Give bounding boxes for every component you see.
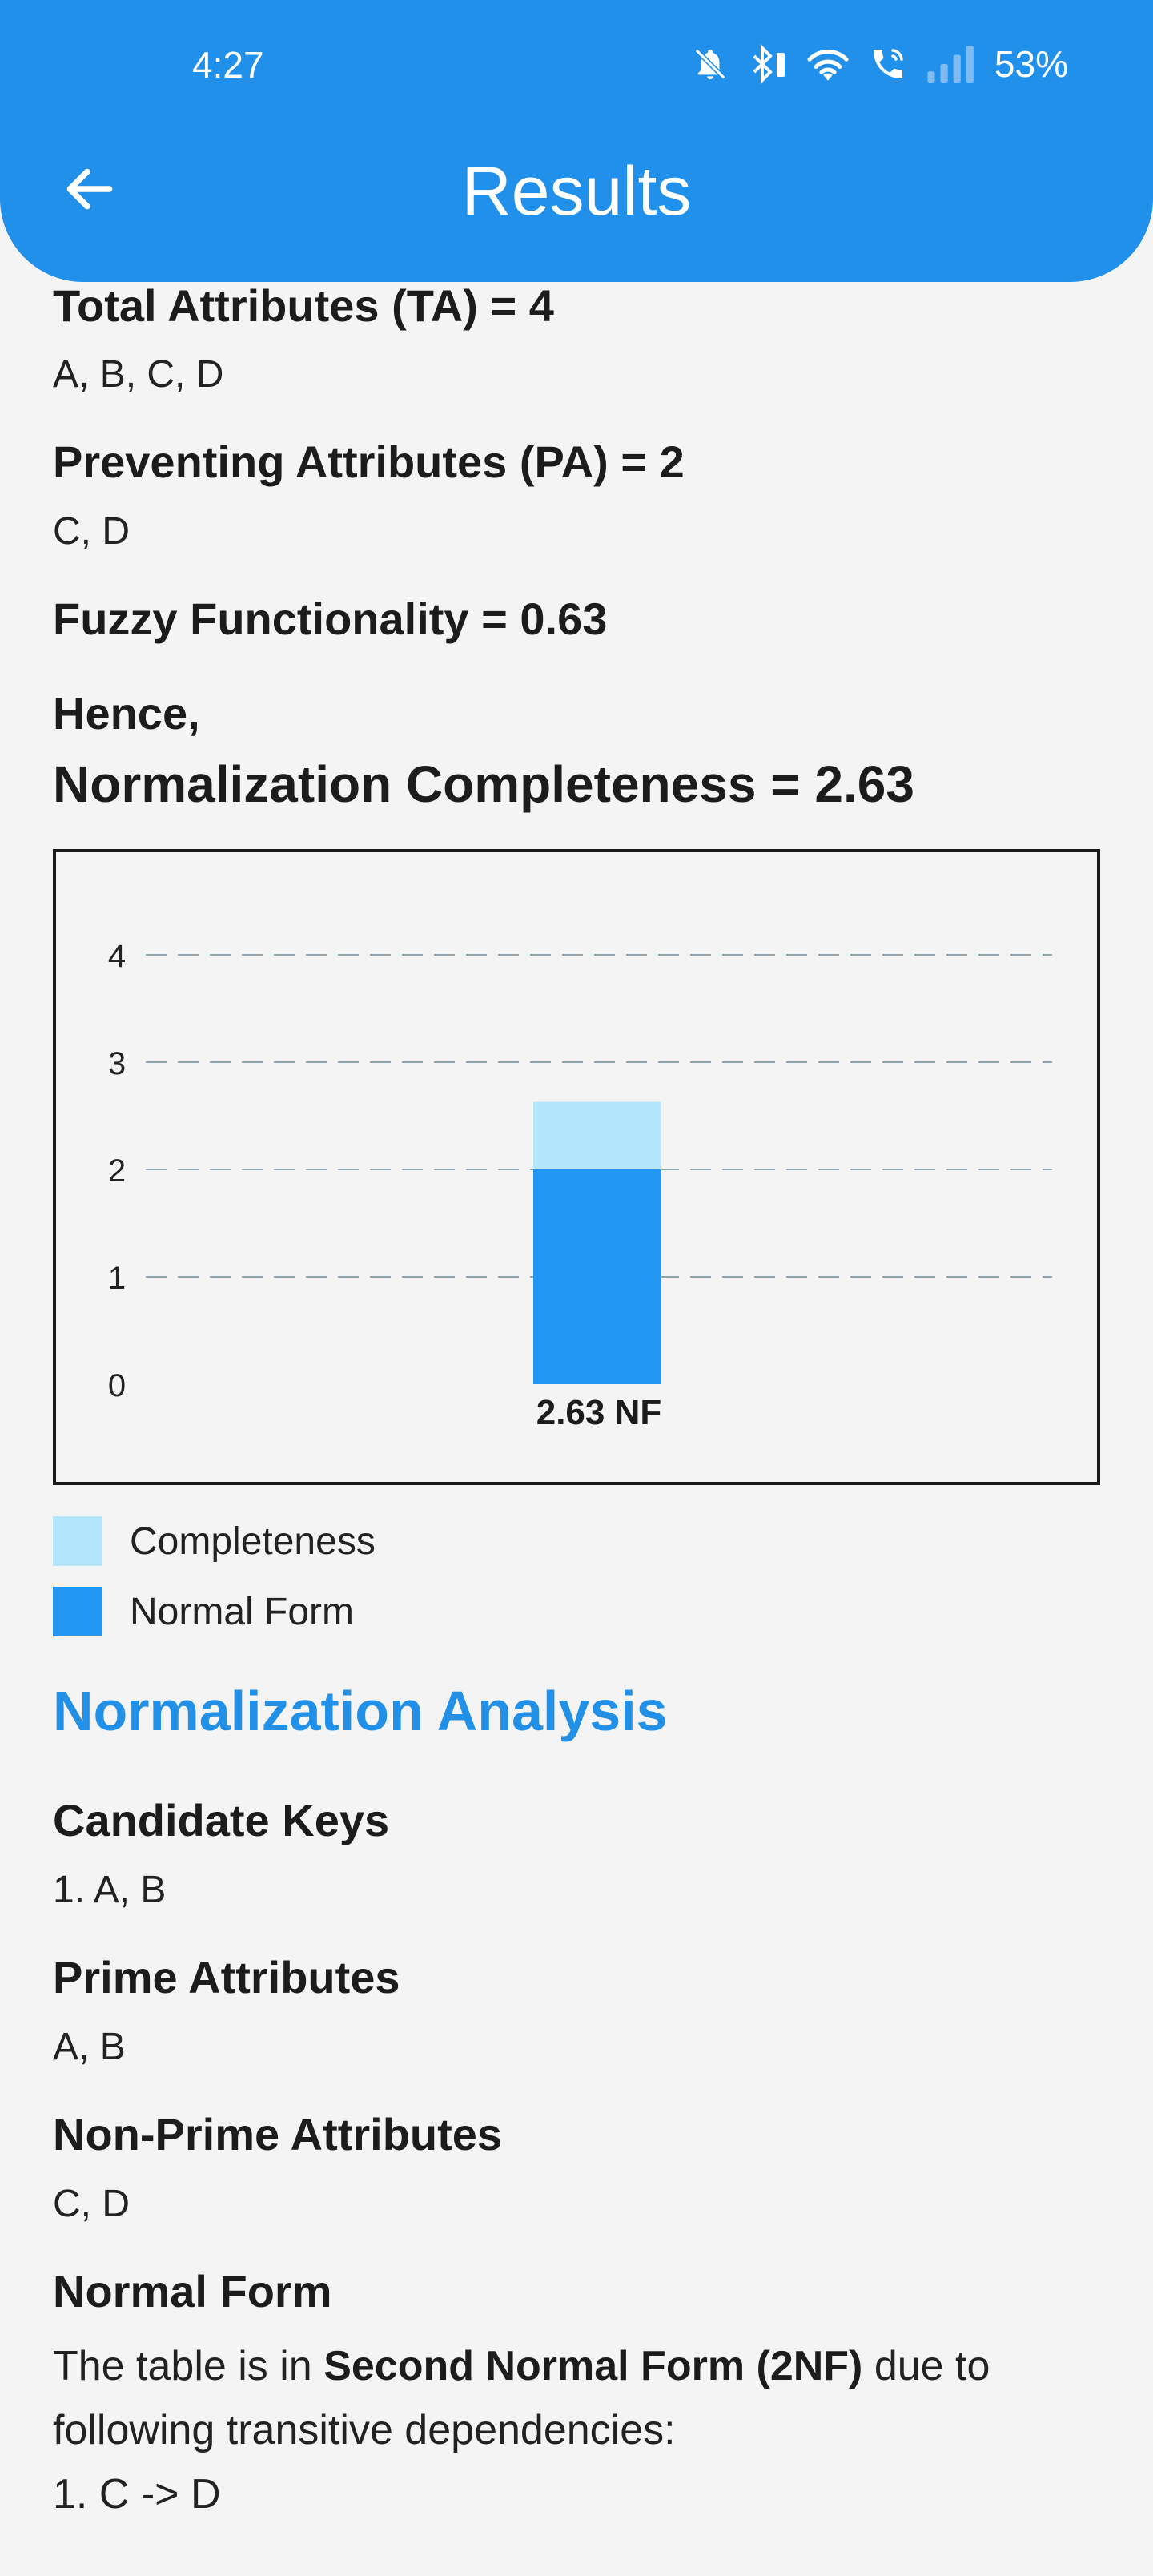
normal-form-description: The table is in Second Normal Form (2NF)… bbox=[53, 2334, 1110, 2462]
non-prime-attributes-value: C, D bbox=[53, 2183, 130, 2225]
chart-legend: Completeness Normal Form bbox=[53, 1515, 376, 1656]
page-title: Results bbox=[461, 153, 692, 230]
chart-svg: 0 1 2 3 4 2.63 NF bbox=[108, 939, 1052, 1432]
completeness-chart: 0 1 2 3 4 2.63 NF bbox=[53, 849, 1100, 1485]
y-tick-label-2: 2 bbox=[108, 1153, 126, 1189]
analysis-section-title: Normalization Analysis bbox=[53, 1680, 668, 1742]
preventing-attributes-heading: Preventing Attributes (PA) = 2 bbox=[53, 437, 685, 487]
legend-item-normal-form: Normal Form bbox=[53, 1586, 376, 1637]
total-attributes-value: A, B, C, D bbox=[53, 353, 224, 396]
status-icons: 53% bbox=[692, 40, 1068, 88]
arrow-left-icon bbox=[60, 159, 119, 223]
y-tick-label-3: 3 bbox=[108, 1046, 126, 1081]
back-button[interactable] bbox=[56, 157, 123, 224]
bar-normal-form bbox=[533, 1169, 661, 1384]
preventing-attributes-value: C, D bbox=[53, 510, 130, 553]
status-time: 4:27 bbox=[192, 44, 264, 86]
category-label-0: 2.63 NF bbox=[536, 1393, 662, 1432]
signal-icon bbox=[926, 46, 974, 83]
normalization-completeness: Normalization Completeness = 2.63 bbox=[53, 755, 914, 813]
legend-swatch-completeness bbox=[53, 1516, 102, 1566]
y-tick-label-0: 0 bbox=[108, 1368, 126, 1403]
legend-item-completeness: Completeness bbox=[53, 1515, 376, 1567]
wifi-calling-icon bbox=[868, 45, 908, 83]
legend-label-completeness: Completeness bbox=[130, 1519, 376, 1563]
candidate-keys-heading: Candidate Keys bbox=[53, 1795, 390, 1845]
normal-form-text-before: The table is in bbox=[53, 2343, 324, 2389]
bluetooth-icon bbox=[746, 44, 788, 84]
legend-label-normal-form: Normal Form bbox=[130, 1590, 355, 1633]
hence-label: Hence, bbox=[53, 688, 200, 739]
candidate-keys-value: 1. A, B bbox=[53, 1869, 167, 1911]
prime-attributes-value: A, B bbox=[53, 2026, 126, 2068]
total-attributes-heading: Total Attributes (TA) = 4 bbox=[53, 280, 554, 331]
bell-muted-icon bbox=[692, 46, 729, 83]
prime-attributes-heading: Prime Attributes bbox=[53, 1952, 400, 2002]
status-bar: 4:27 53% bbox=[0, 0, 1153, 136]
fuzzy-functionality-heading: Fuzzy Functionality = 0.63 bbox=[53, 594, 608, 644]
normal-form-heading: Normal Form bbox=[53, 2266, 332, 2316]
wifi-icon bbox=[805, 46, 850, 83]
y-tick-label-4: 4 bbox=[108, 939, 126, 974]
transitive-dependency-item: 1. C -> D bbox=[53, 2471, 221, 2518]
normal-form-text-after: due to following transitive dependencies… bbox=[53, 2343, 990, 2453]
y-tick-label-1: 1 bbox=[108, 1261, 126, 1296]
app-bar: 4:27 53% Results bbox=[0, 0, 1153, 282]
legend-swatch-normal-form bbox=[53, 1587, 102, 1636]
bar-completeness bbox=[533, 1101, 661, 1169]
battery-percent: 53% bbox=[994, 43, 1068, 85]
normal-form-name: Second Normal Form (2NF) bbox=[323, 2343, 863, 2389]
non-prime-attributes-heading: Non-Prime Attributes bbox=[53, 2109, 503, 2159]
